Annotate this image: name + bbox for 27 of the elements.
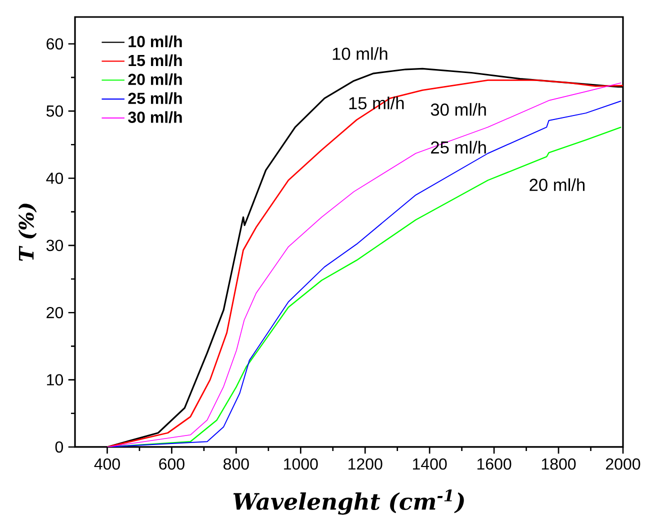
legend-label: 25 ml/h [128,92,182,104]
x-tick-label: 2000 [606,458,640,470]
x-tick-label: 600 [159,458,184,470]
x-tick-label: 400 [94,458,120,470]
legend-label: 20 ml/h [128,73,182,86]
legend-label: 15 ml/h [128,54,182,66]
y-axis-title: T (%) [18,204,37,261]
x-tick-label: 800 [224,458,249,470]
x-tick-label: 1000 [284,458,318,470]
x-tick-label: 1800 [542,458,576,470]
annotation: 20 ml/h [530,178,585,192]
x-tick-label: 1400 [413,458,447,470]
y-tick-label: 10 [47,374,63,386]
legend-label: 30 ml/h [128,111,182,124]
annotation: 25 ml/h [431,140,486,154]
y-tick-label: 30 [46,240,63,252]
legend-label: 10 ml/h [128,35,182,48]
y-tick-label: 60 [46,38,63,50]
x-tick-label: 1600 [477,458,512,470]
y-tick-label: 0 [55,441,64,453]
x-tick-label: 1200 [348,458,382,470]
x-axis-title: Wavelenght (cm$^{-1}$) [233,490,464,515]
annotation: 30 ml/h [430,103,486,116]
y-tick-label: 40 [46,172,63,184]
y-tick-label: 20 [46,306,63,318]
y-tick-label: 50 [46,105,63,117]
annotation: 10 ml/h [332,47,388,60]
